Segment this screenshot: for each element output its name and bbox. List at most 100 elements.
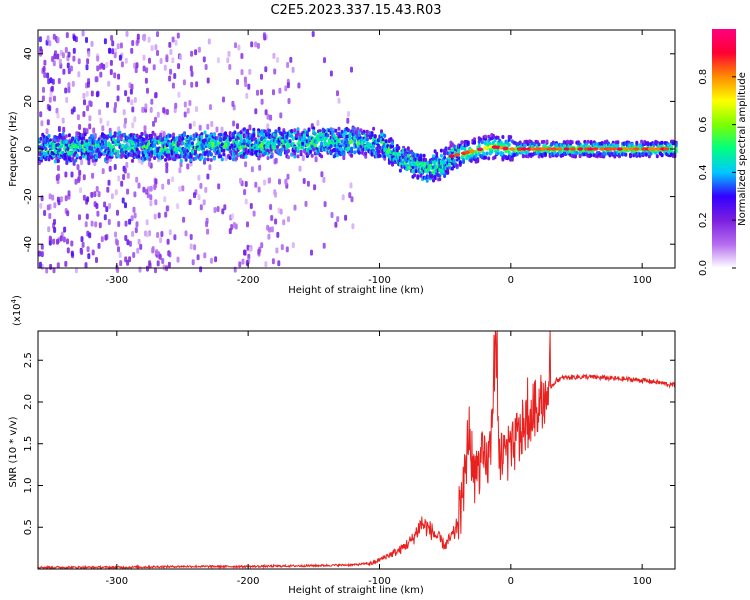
spectrogram-noise-cell xyxy=(278,87,282,94)
spectrogram-noise-cell xyxy=(59,235,63,242)
spectrogram-noise-cell xyxy=(80,236,84,243)
spectrogram-band-cell xyxy=(90,155,93,160)
spectrogram-noise-cell xyxy=(344,214,348,221)
spectrogram-noise-cell xyxy=(103,38,107,45)
spectrogram-noise-cell xyxy=(279,208,283,215)
spectrogram-noise-cell xyxy=(241,258,245,265)
spectrogram-peak-cell xyxy=(448,154,455,158)
spectrogram-noise-cell xyxy=(46,72,50,79)
spectrogram-noise-cell xyxy=(88,100,92,107)
spectrogram-band-cell xyxy=(384,139,388,144)
spectrogram-noise-cell xyxy=(268,226,272,233)
spectrogram-band-cell xyxy=(296,127,300,132)
spectrogram-noise-cell xyxy=(57,78,61,84)
spectrogram-band-cell xyxy=(167,153,171,157)
spectrogram-noise-cell xyxy=(121,197,125,204)
spectrogram-band-cell xyxy=(484,134,487,139)
spectrogram-band-cell xyxy=(181,141,185,146)
spectrogram-noise-cell xyxy=(282,219,286,226)
spectrogram-noise-cell xyxy=(70,171,74,178)
spectrogram-noise-cell xyxy=(181,185,185,192)
spectrogram-noise-cell xyxy=(67,82,71,89)
spectrogram-band-cell xyxy=(294,133,298,138)
spectrogram-noise-cell xyxy=(55,107,59,114)
spectrogram-noise-cell xyxy=(150,45,154,52)
spectrogram-noise-cell xyxy=(113,164,117,170)
spectrogram-band-cell xyxy=(181,136,185,141)
spectrogram-band-cell xyxy=(149,133,153,138)
spectrogram-band-cell xyxy=(350,149,354,154)
spectrogram-noise-cell xyxy=(133,62,136,69)
spectrogram-band-cell xyxy=(143,156,147,161)
spectrogram-band-cell xyxy=(307,127,311,132)
spectrogram-band-cell xyxy=(203,130,207,135)
spectrogram-band-cell xyxy=(140,132,144,136)
spectrogram-noise-cell xyxy=(264,261,268,268)
spectrogram-noise-cell xyxy=(66,210,70,217)
spectrogram-noise-cell xyxy=(210,121,214,127)
spectrogram-noise-cell xyxy=(351,223,355,230)
spectrogram-noise-cell xyxy=(82,174,86,181)
spectrogram-band-cell xyxy=(290,129,294,134)
spectrogram-noise-cell xyxy=(188,100,192,106)
spectrogram-band-cell xyxy=(173,157,177,162)
spectrogram-band-cell xyxy=(365,137,369,142)
spectrogram-band-cell xyxy=(318,131,322,136)
spectrogram-noise-cell xyxy=(61,117,65,124)
spectrogram-noise-cell xyxy=(53,202,57,209)
spectrogram-noise-cell xyxy=(43,210,47,216)
spectrogram-band-cell xyxy=(350,139,354,144)
spectrogram-noise-cell xyxy=(244,181,248,187)
spectrogram-peak-cell xyxy=(509,147,515,151)
spectrogram-noise-cell xyxy=(49,77,53,84)
colorbar-gradient xyxy=(712,29,736,268)
spectrogram-band-cell xyxy=(405,163,409,168)
spectrogram-noise-cell xyxy=(258,164,262,171)
spectrogram-band-cell xyxy=(220,157,224,162)
spectrogram-noise-cell xyxy=(204,186,208,193)
spectrogram-band-cell xyxy=(447,162,451,167)
spectrogram-noise-cell xyxy=(162,131,166,138)
spectrogram-noise-cell xyxy=(42,86,45,93)
spectrogram-x-tick-label: -200 xyxy=(237,275,260,286)
spectrogram-noise-cell xyxy=(184,230,188,237)
spectrogram-band-cell xyxy=(47,134,51,138)
spectrogram-band-cell xyxy=(414,169,418,174)
spectrogram-band-cell xyxy=(329,144,333,148)
spectrogram-noise-cell xyxy=(171,176,175,183)
spectrogram-band-cell xyxy=(422,153,426,158)
spectrogram-noise-cell xyxy=(72,55,76,62)
spectrogram-noise-cell xyxy=(150,98,154,105)
spectrogram-band-cell xyxy=(118,130,122,135)
spectrogram-noise-cell xyxy=(250,41,254,48)
spectrogram-band-cell xyxy=(331,130,335,135)
spectrogram-band-cell xyxy=(293,154,297,159)
spectrogram-band-cell xyxy=(438,177,442,182)
spectrogram-noise-cell xyxy=(83,99,86,106)
spectrogram-noise-cell xyxy=(100,236,104,243)
spectrogram-noise-cell xyxy=(48,213,52,219)
spectrogram-x-axis-label: Height of straight line (km) xyxy=(288,285,424,296)
spectrogram-noise-cell xyxy=(56,53,60,60)
spectrogram-noise-cell xyxy=(110,35,114,41)
spectrogram-noise-cell xyxy=(260,73,263,80)
spectrogram-noise-cell xyxy=(256,42,260,49)
spectrogram-noise-cell xyxy=(62,68,66,75)
spectrogram-noise-cell xyxy=(190,70,194,77)
spectrogram-noise-cell xyxy=(301,155,305,162)
spectrogram-noise-cell xyxy=(350,196,354,203)
spectrogram-band-cell xyxy=(537,142,541,147)
spectrogram-noise-cell xyxy=(90,90,94,97)
spectrogram-noise-cell xyxy=(208,164,212,171)
spectrogram-noise-cell xyxy=(78,169,82,176)
spectrogram-noise-cell xyxy=(215,126,219,133)
spectrogram-noise-cell xyxy=(293,204,297,211)
spectrogram-peak-cell xyxy=(482,146,489,150)
snr-x-tick-label: 100 xyxy=(633,576,652,587)
spectrogram-noise-cell xyxy=(147,36,151,43)
snr-y-tick-label: 0.5 xyxy=(23,519,34,535)
spectrogram-noise-cell xyxy=(58,58,62,65)
spectrogram-noise-cell xyxy=(124,220,128,227)
spectrogram-band-cell xyxy=(137,150,141,155)
spectrogram-y-tick-label: -40 xyxy=(23,236,34,252)
